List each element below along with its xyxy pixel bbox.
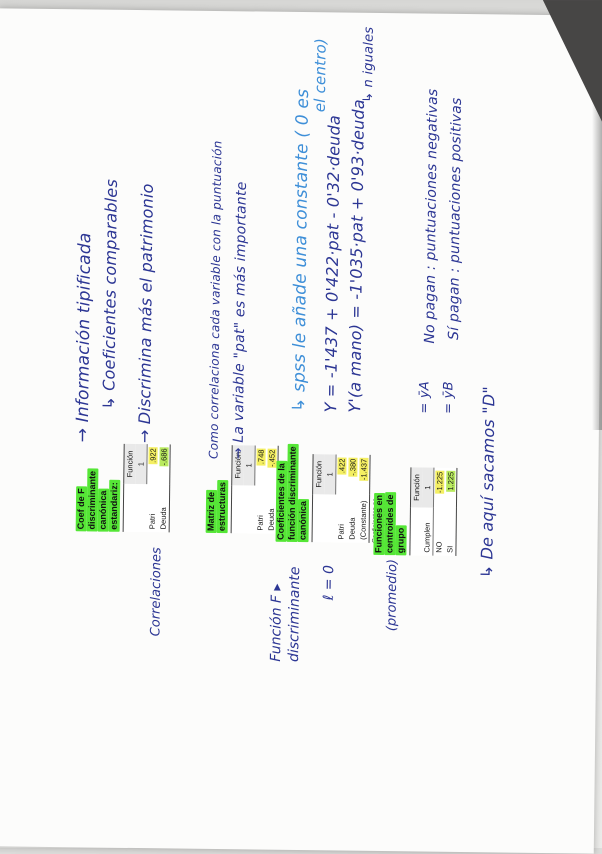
cell-value: -.380 [348, 457, 358, 477]
note-equation-a-mano: Y'(a mano) = -1'035·pat + 0'93·deuda [345, 99, 368, 413]
row-label: NO [434, 541, 444, 553]
note-sacamos-d: ↳ De aquí sacamos "D" [477, 386, 499, 579]
table-centroides-grupo: Funciones en centroides de grupo Función… [373, 467, 458, 556]
spss-table: Función 1 Patri .922 Deuda -.686 [122, 443, 171, 533]
title-line: canónica [297, 498, 310, 543]
table-title: Coef de F discriminante canónica estanda… [75, 443, 121, 532]
col-header: Función [123, 443, 136, 485]
col-header: Función [312, 454, 325, 495]
title-line: Coef de F [75, 486, 88, 532]
col-header: Función [410, 467, 423, 508]
col-sub: 1 [421, 467, 434, 508]
cell-value: -1.437 [359, 457, 369, 482]
cell-value: 1.225 [446, 470, 456, 492]
row-label: SI [445, 545, 455, 553]
note-si-pagan: Sí pagan : puntuaciones positivas [446, 97, 465, 340]
rotated-note-content: Correlaciones Función F ▸ discriminante … [0, 8, 600, 853]
col-sub: 1 [135, 444, 148, 485]
table-coef-canonica: Coeficientes de la función discriminante… [275, 444, 389, 543]
margin-label-correlaciones: Correlaciones [148, 547, 165, 637]
row-label: Deuda [347, 517, 357, 540]
cell-value: -1.225 [435, 470, 445, 495]
note-no-pagan: No pagan : puntuaciones negativas [421, 88, 442, 344]
margin-label-promedio: (promedio) [384, 558, 401, 632]
table-title: Funciones en centroides de grupo [373, 467, 407, 556]
table-coef-estandarizados: Coef de F discriminante canónica estanda… [75, 443, 171, 533]
notebook-page: Correlaciones Función F ▸ discriminante … [0, 8, 602, 854]
note-equation-spss: Y = -1'437 + 0'422·pat - 0'32·deuda [321, 114, 344, 413]
col-sub: 1 [324, 454, 337, 495]
cell-value: .422 [337, 457, 347, 475]
spss-table: Función 1 Patri .422 Deuda -.380 (Consta… [311, 454, 371, 543]
note-spss-constante: ↳ spss le añade una constante ( 0 es [289, 88, 314, 413]
margin-label-funcion-f: Función F ▸ [268, 583, 286, 662]
note-n-iguales: ↳ n iguales [360, 26, 377, 103]
note-centroid-yb: = ȳB [441, 381, 457, 414]
row-label: Patri [336, 524, 346, 540]
title-line: discriminante [86, 468, 99, 532]
margin-label-discriminante: discriminante [286, 566, 304, 663]
title-line: canónica [97, 488, 110, 532]
row-label: (Constante) [358, 500, 369, 540]
note-variable-pat: → La variable "pat" es más importante [230, 181, 250, 460]
title-line: Funciones en [373, 492, 386, 556]
title-line: Matriz de [205, 489, 218, 534]
cell-value: .748 [256, 448, 266, 466]
title-line: centroides de [384, 492, 397, 556]
photo-edge-shadow [592, 0, 602, 430]
note-centroid-ya: = ȳA [417, 381, 433, 414]
cell-value: -.686 [159, 447, 169, 467]
row-label: Patri [147, 513, 157, 530]
note-como-correlaciona: Como correlaciona cada variable con la p… [206, 140, 225, 460]
note-spss-constante-cont: el centro) [310, 37, 330, 113]
title-line: estructuras [216, 479, 229, 534]
row-label: Deuda [158, 507, 168, 530]
note-informacion-tipificada: → Información tipificada [72, 232, 96, 443]
row-label: Patri [255, 515, 265, 531]
group-label: Cumplen [421, 507, 434, 556]
table-title: Coeficientes de la función discriminante… [275, 444, 310, 543]
note-coeficientes-comparables: ↳ Coeficientes comparables [99, 178, 121, 410]
note-discrimina-patrimonio: → Discrimina más el patrimonio [134, 183, 157, 444]
cell-value: -.452 [267, 448, 277, 468]
margin-label-l-cero: ℓ = 0 [320, 564, 338, 601]
cell-value: .922 [148, 447, 158, 464]
spss-table: Función Cumplen 1 NO -1.225 SI 1.225 [409, 467, 458, 556]
title-line: estandariz: [108, 480, 121, 532]
title-line: grupo [395, 525, 407, 556]
